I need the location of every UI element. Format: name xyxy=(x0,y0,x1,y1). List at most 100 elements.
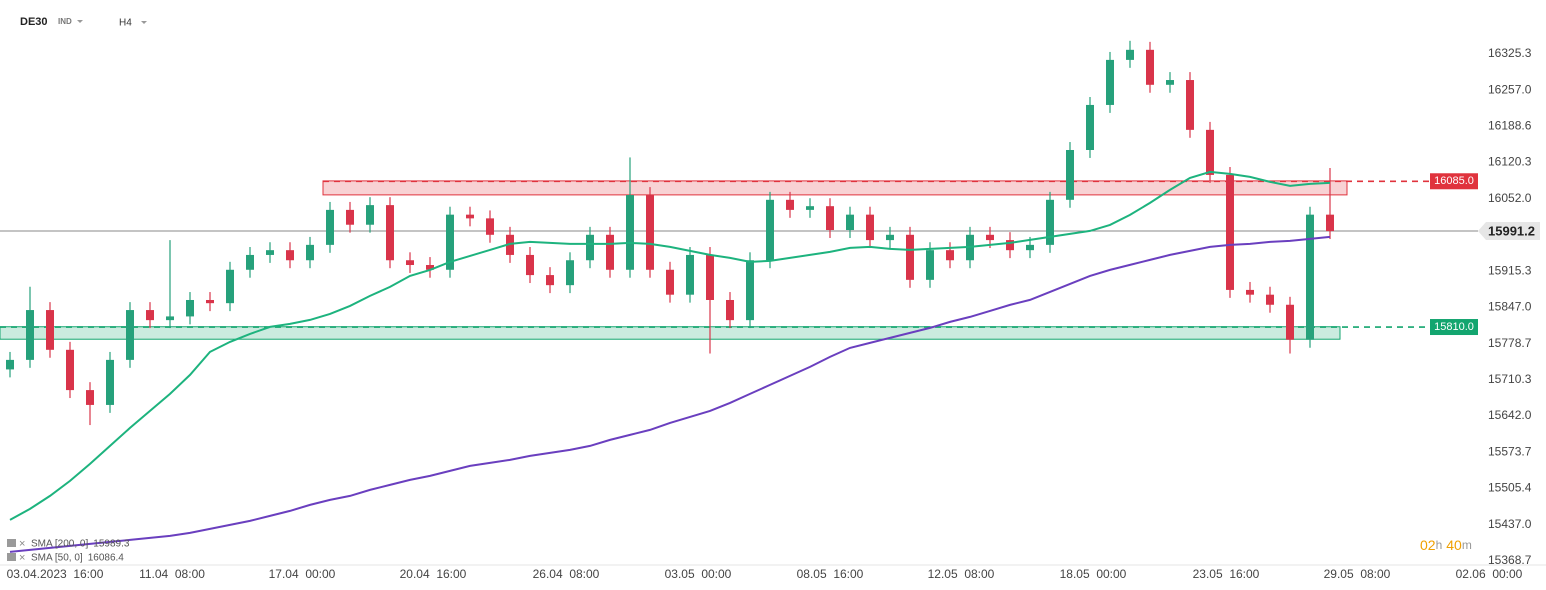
legend-icon[interactable] xyxy=(7,553,16,561)
legend-close: × xyxy=(19,552,25,564)
candle-body xyxy=(226,269,234,304)
candle xyxy=(686,246,694,303)
candle xyxy=(66,341,74,399)
y-tick-label: 15573.7 xyxy=(1488,444,1532,458)
candle-body xyxy=(866,214,874,241)
candle xyxy=(666,261,674,303)
sma-line xyxy=(9,170,1331,521)
candle xyxy=(566,252,574,294)
x-tick-label: 20.04 16:00 xyxy=(400,567,467,581)
candle xyxy=(646,187,654,278)
candle-body xyxy=(186,299,194,317)
countdown-part: m xyxy=(1462,538,1472,552)
candle xyxy=(826,198,834,238)
candle-body xyxy=(566,260,574,286)
x-tick-label: 29.05 08:00 xyxy=(1324,567,1391,581)
candle xyxy=(746,252,754,329)
x-tick-label: 03.05 00:00 xyxy=(665,567,732,581)
candle-body xyxy=(1166,80,1174,85)
candle xyxy=(366,197,374,233)
y-tick-label: 15710.3 xyxy=(1488,372,1532,386)
candle-body xyxy=(806,206,814,210)
x-tick-label: 12.05 08:00 xyxy=(928,567,995,581)
candle xyxy=(586,226,594,269)
legend-name: SMA [50, 0] xyxy=(31,553,83,564)
candle-body xyxy=(1026,244,1034,251)
candle xyxy=(1086,96,1094,158)
candle-body xyxy=(1126,49,1134,60)
candle xyxy=(286,242,294,269)
candle xyxy=(726,292,734,329)
candle xyxy=(1006,232,1014,259)
candle xyxy=(126,302,134,368)
level-tag xyxy=(1430,319,1478,336)
candle xyxy=(1146,41,1154,93)
interval[interactable]: H4 xyxy=(119,18,132,29)
candle-body xyxy=(946,250,954,261)
candle-body xyxy=(486,218,494,235)
candle xyxy=(266,242,274,263)
candle xyxy=(946,242,954,269)
candle xyxy=(1186,72,1194,138)
candle xyxy=(786,191,794,218)
candle xyxy=(306,236,314,269)
dropdown-arrow[interactable] xyxy=(141,21,147,24)
legend-close: × xyxy=(19,538,25,550)
candle xyxy=(906,226,914,288)
candle xyxy=(146,302,154,329)
candle-body xyxy=(306,244,314,261)
candle-body xyxy=(646,195,654,270)
x-tick-label: 18.05 00:00 xyxy=(1060,567,1127,581)
symbol[interactable]: DE30 xyxy=(20,16,48,28)
legend-icon[interactable] xyxy=(7,539,16,547)
countdown: 02h 40m xyxy=(1420,537,1472,553)
candle xyxy=(46,302,54,358)
x-tick-label: 11.04 08:00 xyxy=(139,567,205,581)
candle xyxy=(386,197,394,269)
candle-body xyxy=(1006,240,1014,251)
candle xyxy=(1286,296,1294,354)
candle-body xyxy=(406,260,414,266)
candle-body xyxy=(1186,80,1194,130)
legend-value: 15989.3 xyxy=(93,539,130,550)
candle xyxy=(526,246,534,284)
candle-body xyxy=(86,390,94,405)
countdown-part: h xyxy=(1436,538,1443,552)
candle-body xyxy=(246,254,254,270)
y-tick-label: 16325.3 xyxy=(1488,46,1532,60)
countdown-part: 40 xyxy=(1446,537,1462,553)
candle xyxy=(26,286,34,368)
candle xyxy=(86,382,94,426)
candle-body xyxy=(66,349,74,391)
candle xyxy=(6,351,14,378)
candle xyxy=(1306,206,1314,348)
candle-body xyxy=(1206,129,1214,175)
candle-body xyxy=(526,254,534,276)
y-tick-label: 16120.3 xyxy=(1488,155,1532,169)
candle-body xyxy=(1266,294,1274,305)
candle-body xyxy=(726,299,734,321)
last-price-label: 15991.2 xyxy=(1488,223,1535,238)
last-price-tag xyxy=(1478,221,1540,240)
candle-body xyxy=(826,206,834,231)
dropdown-arrow[interactable] xyxy=(77,20,83,23)
candle xyxy=(606,226,614,278)
candle xyxy=(446,206,454,278)
candle-body xyxy=(1246,289,1254,295)
candle-body xyxy=(1046,199,1054,245)
candle-body xyxy=(146,310,154,321)
candle-body xyxy=(1106,59,1114,105)
x-tick-label: 02.06 00:00 xyxy=(1456,567,1523,581)
candle-body xyxy=(606,234,614,270)
candle-body xyxy=(1146,49,1154,85)
candle-body xyxy=(906,234,914,280)
candle-body xyxy=(666,269,674,295)
candle-body xyxy=(26,310,34,360)
y-tick-label: 16188.6 xyxy=(1488,119,1532,133)
candle-body xyxy=(46,310,54,350)
candle-body xyxy=(326,209,334,245)
level-label: 16085.0 xyxy=(1434,175,1474,187)
candle xyxy=(866,206,874,249)
